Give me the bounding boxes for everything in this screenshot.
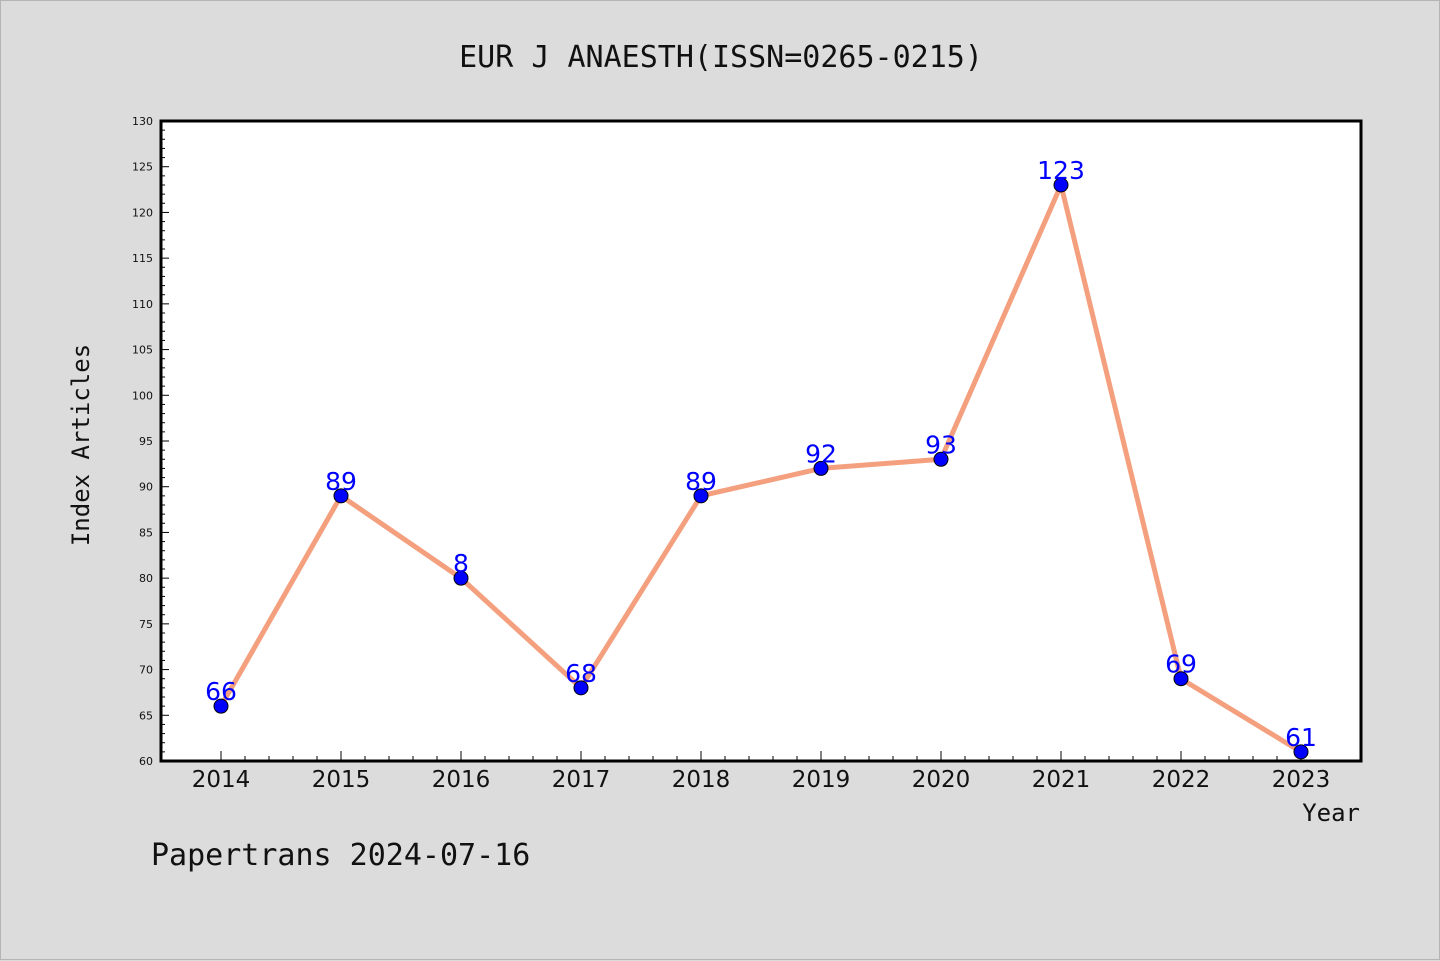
data-point-marker (813, 460, 829, 476)
data-point-marker (1173, 671, 1189, 687)
y-tick-label: 80 (139, 572, 153, 585)
x-tick-label: 2017 (552, 767, 611, 793)
data-label: 89 (685, 467, 717, 496)
y-axis-title: Index Articles (67, 344, 95, 546)
y-tick-label: 70 (139, 664, 153, 677)
data-point-marker (333, 488, 349, 504)
x-tick-label: 2015 (312, 767, 371, 793)
x-tick-label: 2014 (192, 767, 251, 793)
chart-title: EUR J ANAESTH(ISSN=0265-0215) (459, 40, 983, 75)
x-tick-label: 2016 (432, 767, 491, 793)
data-point-marker (1293, 744, 1309, 760)
y-tick-label: 120 (132, 206, 153, 219)
x-tick-label: 2021 (1032, 767, 1091, 793)
y-tick-label: 105 (132, 344, 153, 357)
y-tick-label: 130 (132, 115, 153, 128)
y-tick-label: 95 (139, 435, 153, 448)
data-label: 123 (1037, 156, 1085, 185)
y-tick-label: 85 (139, 526, 153, 539)
data-point-marker (573, 680, 589, 696)
x-tick-label: 2019 (792, 767, 851, 793)
data-label: 66 (205, 677, 237, 706)
data-point-marker (933, 451, 949, 467)
data-point-marker (453, 570, 469, 586)
data-point-marker (1053, 177, 1069, 193)
x-tick-label: 2020 (912, 767, 971, 793)
x-tick-label: 2023 (1272, 767, 1331, 793)
x-axis: 2014 2015 2016 2017 2018 2019 2020 2021 2022 2023 (192, 751, 1331, 793)
data-label: 93 (925, 430, 957, 459)
y-axis: 60 65 70 75 80 85 90 95 100 105 110 115 120 125 130 (132, 115, 169, 768)
data-point-marker (213, 698, 229, 714)
series-line (218, 182, 1304, 755)
data-label: 92 (805, 439, 837, 468)
data-label: 61 (1285, 723, 1317, 752)
y-tick-label: 60 (139, 755, 153, 768)
plot-area (159, 119, 1363, 763)
y-tick-label: 100 (132, 389, 153, 402)
y-tick-label: 65 (139, 709, 153, 722)
x-tick-label: 2022 (1152, 767, 1211, 793)
x-tick-label: 2018 (672, 767, 731, 793)
y-tick-label: 90 (139, 481, 153, 494)
y-tick-label: 110 (132, 298, 153, 311)
footer-text: Papertrans 2024-07-16 (151, 838, 530, 873)
series-layer: 66 89 8 68 89 92 93 123 69 61 (205, 156, 1317, 760)
data-label: 89 (325, 467, 357, 496)
y-tick-label: 125 (132, 161, 153, 174)
data-label: 69 (1165, 650, 1197, 679)
y-tick-label: 115 (132, 252, 153, 265)
data-point-marker (693, 488, 709, 504)
x-axis-title: Year (1302, 799, 1360, 827)
data-label: 8 (453, 549, 469, 578)
data-label: 68 (565, 659, 597, 688)
y-tick-label: 75 (139, 618, 153, 631)
